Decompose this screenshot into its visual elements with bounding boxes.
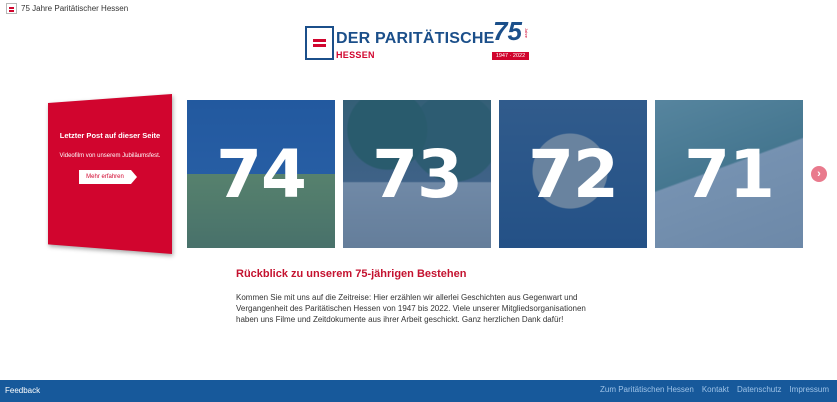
- intro-text: Kommen Sie mit uns auf die Zeitreise: Hi…: [236, 293, 586, 325]
- tab-title: 75 Jahre Paritätischer Hessen: [21, 3, 129, 13]
- tab-title-bar: 75 Jahre Paritätischer Hessen: [6, 2, 128, 14]
- chevron-right-icon: ›: [817, 167, 821, 180]
- tile-number: 73: [372, 135, 463, 213]
- anniversary-badge: 75 Jahre: [493, 16, 529, 48]
- year-tile-71[interactable]: 71: [655, 100, 803, 248]
- favicon-icon: [6, 2, 17, 14]
- feedback-link[interactable]: Feedback: [5, 386, 41, 395]
- site-logo[interactable]: DER PARITÄTISCHE HESSEN 75 Jahre 1947 · …: [305, 16, 530, 64]
- year-tile-74[interactable]: 74: [187, 100, 335, 248]
- footer-link-impressum[interactable]: Impressum: [789, 385, 829, 394]
- carousel-next-button[interactable]: ›: [811, 166, 827, 182]
- year-tile-73[interactable]: 73: [343, 100, 491, 248]
- logo-region: HESSEN: [336, 50, 375, 60]
- footer-link-datenschutz[interactable]: Datenschutz: [736, 385, 782, 394]
- tile-number: 74: [216, 135, 307, 213]
- logo-name: DER PARITÄTISCHE: [336, 30, 495, 47]
- latest-post-text: Videofilm von unserem Jubiläumsfest.: [59, 153, 161, 159]
- footer-link-kontakt[interactable]: Kontakt: [701, 385, 729, 394]
- tile-number: 71: [684, 135, 775, 213]
- footer-link-paritaetischer[interactable]: Zum Paritätischen Hessen: [600, 385, 694, 394]
- tile-number: 72: [528, 135, 619, 213]
- logo-mark-icon: [305, 26, 334, 60]
- more-info-button[interactable]: Mehr erfahren: [79, 170, 137, 184]
- footer: Feedback Zum Paritätischen Hessen Kontak…: [0, 380, 837, 402]
- latest-post-card: Letzter Post auf dieser Seite Videofilm …: [48, 94, 172, 254]
- latest-post-title: Letzter Post auf dieser Seite: [59, 131, 161, 140]
- anniversary-number: 75: [493, 16, 522, 46]
- footer-links: Zum Paritätischen Hessen Kontakt Datensc…: [600, 385, 829, 394]
- anniversary-jahre: Jahre: [524, 28, 529, 39]
- year-tile-72[interactable]: 72: [499, 100, 647, 248]
- page-headline: Rückblick zu unserem 75-jährigen Bestehe…: [236, 268, 467, 280]
- anniversary-years: 1947 · 2022: [492, 52, 529, 60]
